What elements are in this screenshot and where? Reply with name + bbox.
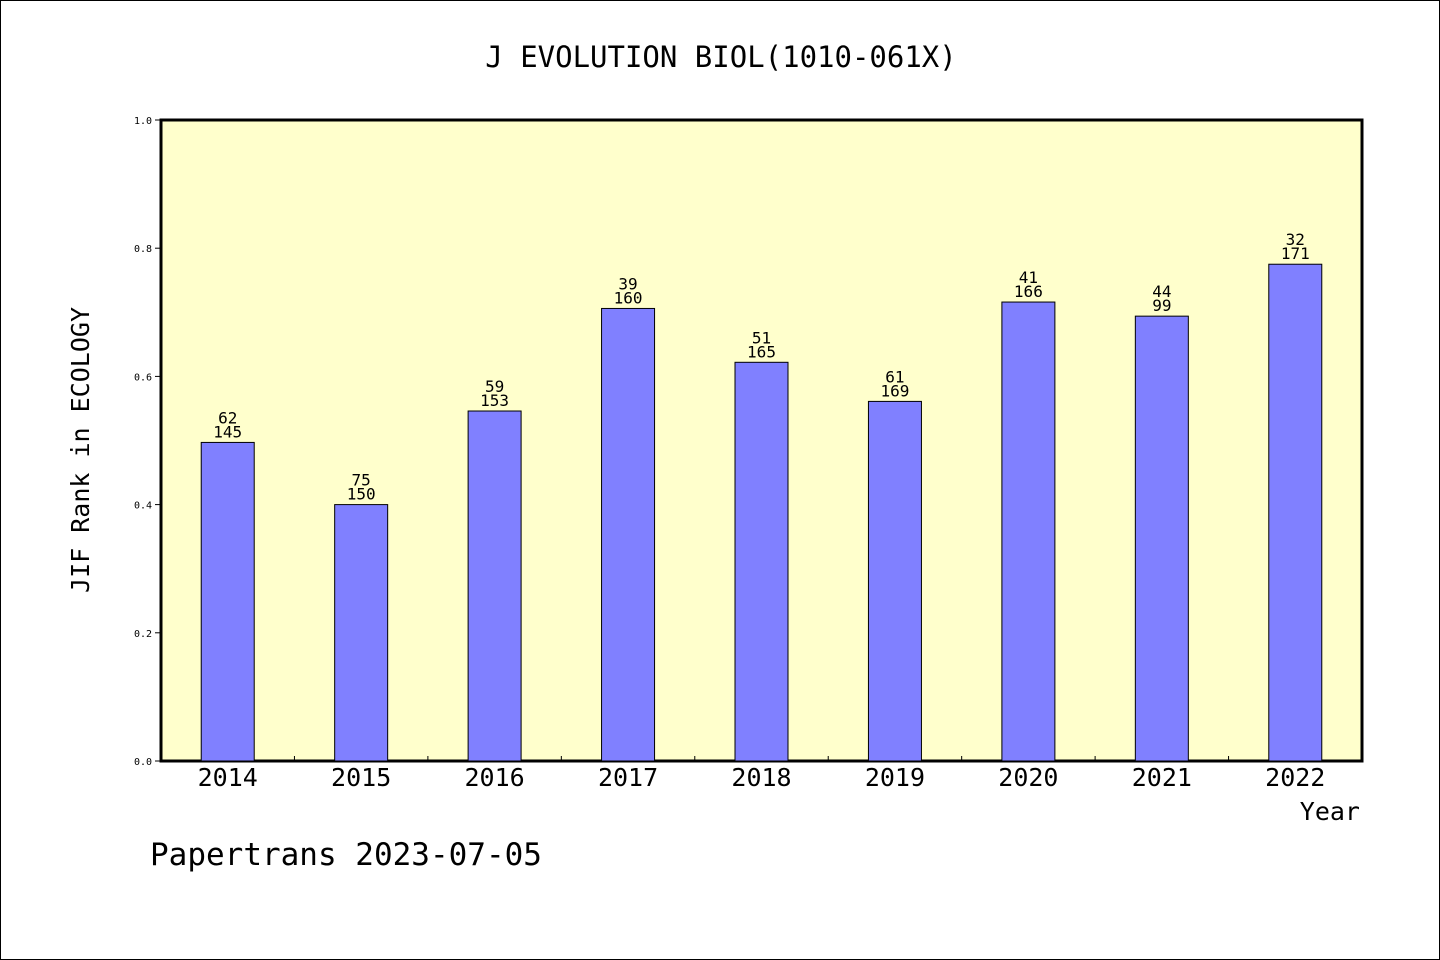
rank-label: 59 (485, 377, 504, 396)
x-tick-label: 2016 (465, 763, 525, 792)
bar-2016 (467, 410, 522, 762)
bar-2022 (1268, 263, 1323, 762)
x-tick-label: 2021 (1132, 763, 1192, 792)
rank-label: 44 (1152, 282, 1171, 301)
total-label: 150 (347, 485, 376, 504)
x-tick-label: 2019 (865, 763, 925, 792)
bar-2014 (200, 441, 255, 762)
y-axis: 0.0 0.2 0.4 0.6 0.8 1.0 (134, 116, 161, 768)
bar-2017 (601, 307, 656, 762)
chart-title: J EVOLUTION BIOL(1010-061X) (485, 40, 956, 74)
x-axis: 2014 2015 2016 2017 2018 2019 2020 2021 2022 (198, 756, 1325, 792)
total-label: 99 (1152, 296, 1171, 315)
y-tick-label: 0.6 (134, 372, 152, 383)
x-tick-label: 2017 (598, 763, 658, 792)
total-label: 160 (614, 288, 643, 307)
bar-2021 (1134, 315, 1189, 762)
total-label: 145 (213, 422, 242, 441)
total-label: 169 (880, 381, 909, 400)
rank-label: 39 (618, 274, 637, 293)
y-tick-label: 0.0 (134, 757, 152, 768)
x-tick-label: 2020 (998, 763, 1058, 792)
rank-label: 61 (885, 367, 904, 386)
y-tick-label: 0.8 (134, 244, 152, 255)
y-axis-label: JIF Rank in ECOLOGY (66, 307, 95, 593)
bar-2020 (1001, 301, 1056, 762)
rank-label: 51 (752, 328, 771, 347)
x-tick-label: 2022 (1265, 763, 1325, 792)
rank-label: 41 (1019, 268, 1038, 287)
x-tick-label: 2014 (198, 763, 258, 792)
total-label: 171 (1281, 244, 1310, 263)
x-tick-label: 2018 (731, 763, 791, 792)
rank-label: 32 (1286, 230, 1305, 249)
bar-2015 (334, 504, 389, 762)
bar-2019 (867, 400, 922, 762)
total-label: 166 (1014, 282, 1043, 301)
total-label: 153 (480, 391, 509, 410)
x-axis-label: Year (1300, 797, 1360, 826)
bar-2018 (734, 361, 789, 762)
x-tick-label: 2015 (331, 763, 391, 792)
footer-credit: Papertrans 2023-07-05 (150, 837, 542, 873)
rank-label: 62 (218, 408, 237, 427)
rank-label: 75 (352, 471, 371, 490)
bar-series (200, 263, 1323, 762)
y-tick-label: 0.2 (134, 629, 152, 640)
y-tick-label: 0.4 (134, 501, 152, 512)
y-tick-label: 1.0 (134, 116, 152, 127)
total-label: 165 (747, 342, 776, 361)
